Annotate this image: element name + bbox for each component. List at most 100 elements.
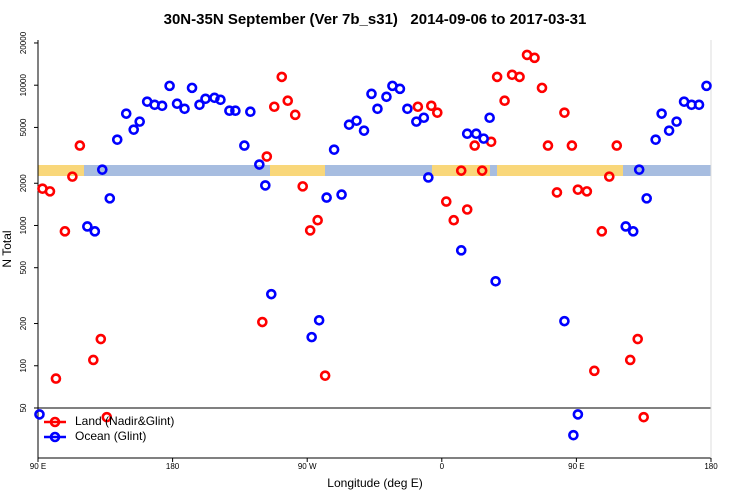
y-tick-label: 200 [19, 316, 28, 330]
point [194, 99, 205, 111]
point [336, 189, 347, 200]
point [224, 105, 235, 116]
point [499, 95, 510, 107]
point [89, 226, 101, 237]
point [559, 315, 570, 327]
land-band [432, 165, 490, 176]
point [469, 140, 481, 151]
point [402, 103, 413, 115]
y-tick-label: 5000 [19, 118, 28, 136]
legend-label: Land (Nadir&Glint) [75, 414, 174, 428]
point [319, 370, 331, 381]
point [179, 103, 190, 115]
point [97, 164, 108, 175]
y-tick-label: 10000 [19, 74, 28, 97]
point [470, 128, 482, 140]
point [491, 71, 503, 83]
point [641, 193, 652, 204]
point [627, 226, 639, 237]
land-ocean-band [38, 165, 711, 176]
point [611, 140, 623, 151]
point [478, 133, 489, 144]
point [282, 95, 294, 107]
point [34, 409, 45, 420]
point [297, 181, 309, 192]
point [559, 107, 570, 118]
point [529, 52, 540, 64]
y-tick-label: 1000 [19, 216, 28, 234]
land-band [270, 165, 325, 176]
point [128, 124, 140, 135]
land-band [38, 165, 84, 176]
point [551, 187, 563, 198]
point [215, 94, 226, 106]
point [50, 373, 62, 384]
point [514, 71, 525, 83]
point [455, 245, 467, 256]
point [671, 116, 682, 127]
point [261, 151, 273, 162]
point [245, 106, 256, 118]
y-axis-label: N Total [0, 230, 14, 267]
point [455, 165, 467, 176]
point [111, 134, 123, 145]
point [572, 409, 584, 420]
point [82, 221, 93, 232]
point [596, 226, 608, 237]
point [426, 100, 437, 112]
point [536, 82, 548, 94]
point [568, 429, 579, 441]
x-tick-label: 90 E [568, 462, 584, 471]
point [656, 108, 667, 119]
point [209, 92, 220, 104]
point [366, 88, 377, 100]
point [67, 171, 78, 182]
point [432, 107, 443, 118]
point [484, 112, 495, 124]
point [693, 99, 705, 111]
y-tick-label: 2000 [19, 174, 28, 192]
point [171, 98, 183, 110]
point [328, 144, 340, 155]
point [418, 112, 430, 124]
point [624, 354, 636, 366]
point [620, 221, 632, 232]
ocean-band [38, 165, 711, 176]
point [120, 108, 132, 119]
y-tick-label: 20000 [19, 31, 28, 54]
point [95, 333, 107, 345]
point [476, 165, 488, 176]
point [589, 365, 600, 377]
x-tick-label: 90 W [298, 462, 317, 471]
x-tick-label: 180 [704, 462, 718, 471]
point [638, 411, 650, 423]
legend-marker [49, 431, 61, 443]
land-band [497, 165, 623, 176]
point [239, 140, 250, 151]
point [44, 186, 56, 197]
point [134, 116, 145, 127]
point [257, 316, 268, 328]
point [306, 331, 317, 343]
point [632, 333, 644, 345]
point [101, 411, 113, 423]
x-tick-label: 0 [440, 462, 445, 471]
point [289, 109, 301, 121]
point [186, 82, 198, 94]
point [276, 71, 288, 83]
point [423, 172, 434, 183]
point [412, 101, 424, 113]
point [230, 105, 241, 116]
point [372, 103, 383, 115]
point [381, 91, 392, 103]
point [104, 193, 116, 204]
legend-label: Ocean (Glint) [75, 429, 146, 443]
point [633, 164, 645, 175]
point [164, 80, 175, 92]
y-tick-label: 500 [19, 260, 28, 274]
point [268, 101, 280, 113]
point [461, 204, 473, 215]
point [358, 125, 370, 136]
point [321, 192, 332, 203]
